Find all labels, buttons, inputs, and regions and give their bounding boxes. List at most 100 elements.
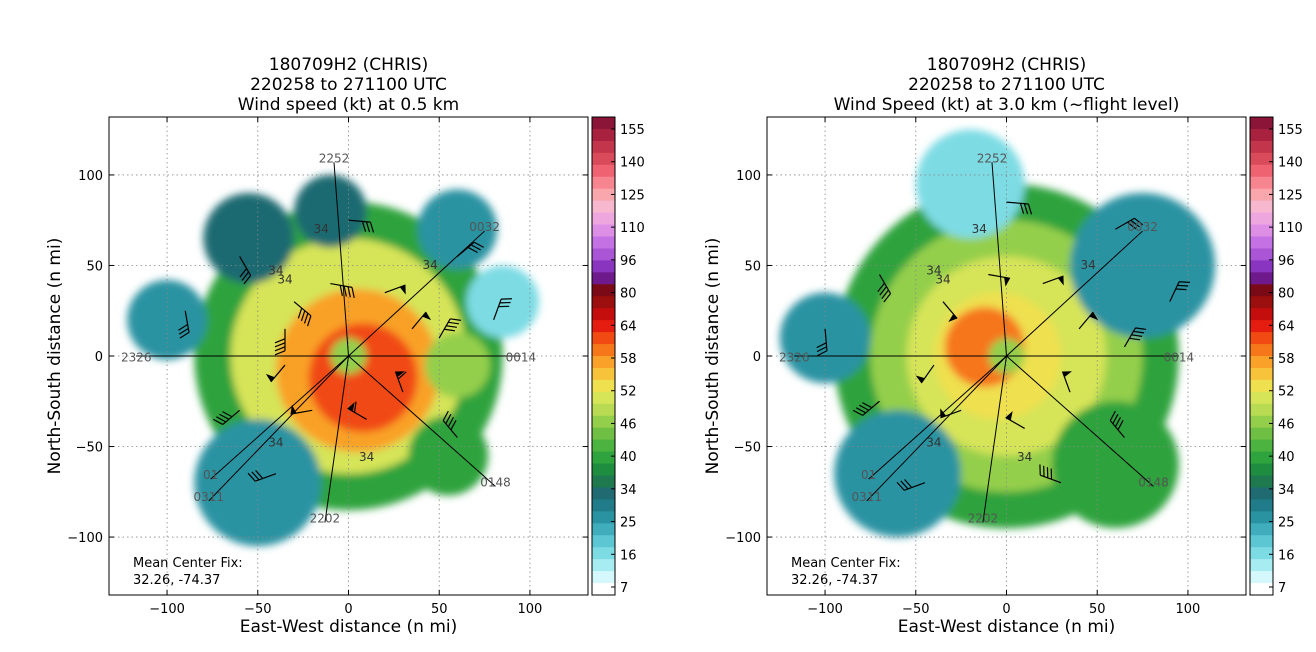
colorbar-segment	[592, 571, 615, 584]
track-time-label: 0311	[194, 490, 225, 504]
x-tick-label: −100	[149, 602, 185, 617]
contour-label-34: 34	[268, 436, 283, 450]
colorbar-tick-label: 7	[1278, 581, 1286, 596]
colorbar-tick-label: 155	[620, 123, 645, 138]
wind-barb	[411, 311, 432, 330]
y-tick-label: 50	[744, 259, 761, 274]
wind-speed-region-8	[417, 189, 498, 270]
colorbar-tick-label: 58	[1278, 352, 1295, 367]
colorbar-tick-label: 34	[620, 483, 637, 498]
x-tick-label: 0	[344, 602, 352, 617]
mean-center-fix-label: Mean Center Fix:	[133, 556, 243, 571]
contour-label-34: 34	[926, 264, 941, 278]
wind-field-contours	[127, 174, 540, 547]
colorbar-segment	[592, 152, 615, 166]
colorbar-segment	[1250, 332, 1273, 345]
x-tick-label: 0	[1002, 602, 1010, 617]
colorbar-tick-label: 155	[1278, 123, 1303, 138]
wind-speed-0-5km-chart: 180709H2 (CHRIS)220258 to 271100 UTCWind…	[45, 55, 645, 637]
wind-barb	[1123, 327, 1147, 348]
colorbar-segment	[592, 344, 615, 357]
colorbar-tick-label: 46	[1278, 417, 1295, 432]
colorbar-segment	[1250, 415, 1273, 429]
y-tick-label: −100	[67, 531, 103, 546]
wind-barb	[940, 408, 962, 419]
colorbar-segment	[1250, 344, 1273, 357]
track-time-label: 01	[861, 468, 876, 482]
colorbar-tick-label: 64	[1278, 319, 1295, 334]
colorbar-segment	[1250, 523, 1273, 536]
wind-barb	[1039, 464, 1062, 484]
colorbar-segment	[1250, 224, 1273, 237]
colorbar-tick-label: 16	[620, 548, 637, 563]
flight-leg	[333, 162, 349, 357]
wind-barb	[493, 298, 512, 320]
x-tick-label: 50	[431, 602, 448, 617]
x-axis-label: East-West distance (n mi)	[240, 617, 458, 637]
contour-label-34: 34	[1017, 450, 1032, 464]
wind-barb	[1005, 411, 1025, 429]
colorbar-segment	[1250, 188, 1273, 202]
colorbar-segment	[1250, 128, 1273, 142]
wind-field-contours	[779, 129, 1216, 538]
colorbar-segment	[592, 583, 615, 596]
chart-title-line-2: 220258 to 271100 UTC	[908, 75, 1105, 95]
colorbar-tick-label: 7	[620, 581, 628, 596]
colorbar-segment	[592, 164, 615, 178]
y-tick-label: 0	[95, 350, 103, 365]
y-tick-label: 100	[736, 169, 761, 184]
track-time-label: 2252	[977, 151, 1008, 165]
wind-barb	[1109, 410, 1125, 438]
x-tick-label: 100	[518, 602, 543, 617]
colorbar-tick-label: 140	[620, 156, 645, 171]
colorbar-tick-label: 80	[1278, 287, 1295, 302]
wind-barb	[852, 400, 880, 416]
wind-barb	[293, 301, 312, 327]
wind-barb	[290, 404, 313, 415]
x-axis-label: East-West distance (n mi)	[898, 617, 1116, 637]
colorbar-segment	[1250, 439, 1273, 453]
flight-leg	[982, 355, 1007, 523]
colorbar-segment	[592, 236, 615, 249]
flight-track	[794, 162, 1179, 523]
wind-barb	[348, 219, 375, 233]
wind-barb	[1169, 281, 1190, 302]
contour-label-34: 34	[935, 273, 950, 287]
wind-barb	[915, 364, 935, 384]
mean-center-fix-value: 32.26, -74.37	[791, 573, 878, 588]
mean-center-fix-value: 32.26, -74.37	[133, 573, 220, 588]
wind-barb	[1042, 275, 1064, 286]
colorbar-segment	[1250, 451, 1273, 465]
colorbar-segment	[592, 547, 615, 560]
wind-barb	[178, 310, 190, 339]
contour-label-34: 34	[423, 258, 438, 272]
colorbar-tick-label: 64	[620, 319, 637, 334]
colorbar-segment	[1250, 367, 1273, 381]
wind-barb	[1006, 201, 1033, 215]
wind-barbs	[816, 201, 1190, 491]
wind-barb	[438, 318, 461, 339]
wind-speed-3-0km-chart: 180709H2 (CHRIS)220258 to 271100 UTCWind…	[703, 55, 1303, 637]
colorbar-segment	[1250, 547, 1273, 560]
flight-leg	[866, 355, 1007, 502]
flight-leg	[348, 355, 496, 487]
colorbar-tick-label: 140	[1278, 156, 1303, 171]
wind-barb	[456, 241, 484, 257]
colorbar-segment	[592, 176, 615, 190]
colorbar-tick-label: 96	[1278, 254, 1295, 269]
colorbar-tick-label: 25	[1278, 516, 1295, 531]
right-chart-panel: 180709H2 (CHRIS) 220258 to 271100 UTC Wind…	[658, 0, 1316, 648]
colorbar-tick-label: 125	[620, 188, 645, 203]
colorbar-segment	[592, 188, 615, 202]
colorbar-tick-label: 40	[620, 450, 637, 465]
x-tick-label: −50	[902, 602, 929, 617]
y-tick-label: 50	[86, 259, 103, 274]
y-tick-label: −50	[734, 441, 761, 456]
colorbar-tick-label: 125	[1278, 188, 1303, 203]
wind-speed-region-8	[1070, 192, 1216, 339]
colorbar-segment	[592, 415, 615, 429]
colorbar-segment	[592, 475, 615, 488]
track-time-label: 0148	[1138, 475, 1169, 489]
chart-title-line-1: 180709H2 (CHRIS)	[269, 55, 428, 75]
colorbar	[1249, 116, 1274, 596]
